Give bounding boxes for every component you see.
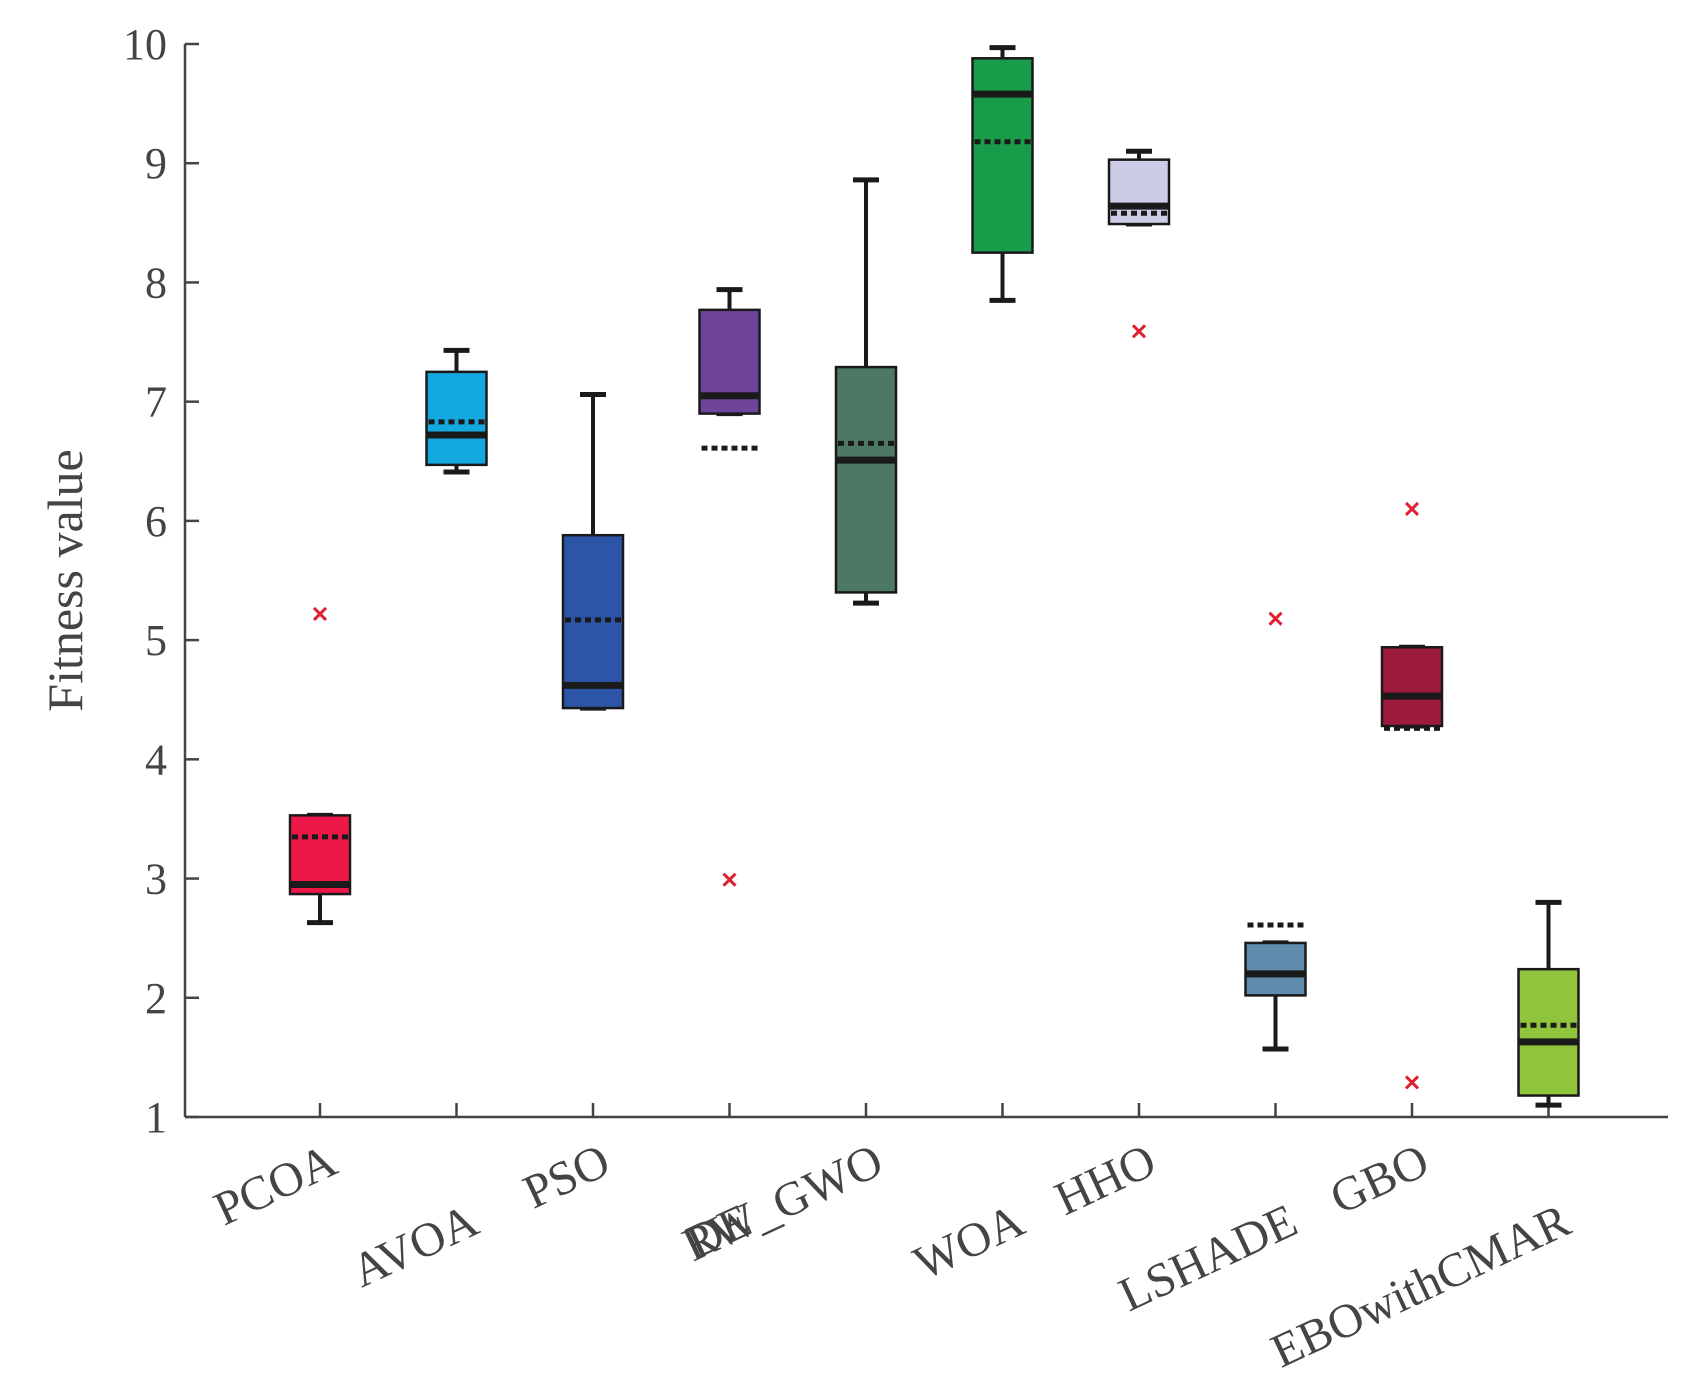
outlier-marker xyxy=(312,606,328,621)
box-ebowithcmar xyxy=(1517,899,1580,1108)
iqr-box xyxy=(834,365,898,594)
y-tick-label: 4 xyxy=(145,735,167,784)
y-tick-label: 3 xyxy=(145,855,167,904)
iqr-box xyxy=(425,370,488,467)
x-axis xyxy=(185,1103,1668,1119)
iqr-box xyxy=(561,533,625,710)
box-series xyxy=(288,45,1580,1108)
y-axis-title: Fitness value xyxy=(37,449,93,711)
box-de xyxy=(698,287,761,887)
y-tick-label: 1 xyxy=(145,1093,167,1142)
y-tick-label: 2 xyxy=(145,974,167,1023)
category-label: GBO xyxy=(1322,1134,1436,1225)
box-pcoa xyxy=(288,606,352,926)
outlier-stroke xyxy=(312,606,328,621)
box-gbo xyxy=(1380,501,1444,1090)
y-axis: 1 2 3 4 5 6 7 8 9 10 xyxy=(123,20,199,1142)
outlier-stroke xyxy=(1131,324,1147,339)
y-tick-label: 5 xyxy=(145,616,167,665)
outlier-stroke xyxy=(1268,611,1283,626)
category-label: LSHADE xyxy=(1111,1194,1305,1322)
category-label: AVOA xyxy=(344,1194,487,1298)
y-tick-label: 8 xyxy=(145,258,167,307)
iqr-box xyxy=(1244,941,1307,997)
category-label: HHO xyxy=(1047,1134,1164,1226)
box-avoa xyxy=(425,347,488,475)
category-label: RW_GWO xyxy=(675,1134,891,1272)
outlier-marker xyxy=(1268,611,1283,626)
iqr-box xyxy=(971,57,1034,254)
outlier-stroke xyxy=(1404,1075,1420,1090)
box-woa xyxy=(971,45,1034,303)
outlier-marker xyxy=(1404,501,1420,517)
y-tick-label: 9 xyxy=(145,139,167,188)
outlier-stroke xyxy=(1404,501,1420,517)
iqr-box xyxy=(1107,158,1171,226)
iqr-box xyxy=(1380,646,1444,728)
box-lshade xyxy=(1244,611,1307,1052)
box-rw-gwo xyxy=(834,177,898,606)
outlier-stroke xyxy=(722,872,737,887)
iqr-box xyxy=(288,814,352,896)
outlier-marker xyxy=(1131,324,1147,339)
box-pso xyxy=(561,392,625,711)
y-tick-label: 6 xyxy=(145,497,167,546)
iqr-box xyxy=(1517,967,1580,1097)
category-label: EBOwithCMAR xyxy=(1263,1194,1578,1374)
y-tick-label: 7 xyxy=(145,378,167,427)
outlier-marker xyxy=(1404,1075,1420,1090)
category-label: WOA xyxy=(906,1194,1033,1291)
outlier-marker xyxy=(722,872,737,887)
box-hho xyxy=(1107,148,1171,339)
category-label: PCOA xyxy=(206,1134,345,1236)
category-label: PSO xyxy=(515,1134,617,1219)
y-tick-label: 10 xyxy=(123,20,167,69)
